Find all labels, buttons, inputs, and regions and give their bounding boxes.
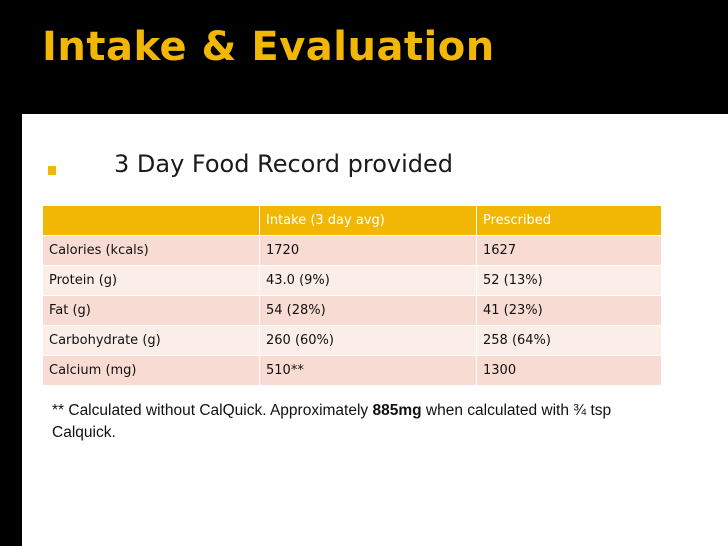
intake-value: 54 (28%) [259,295,477,326]
prescribed-value: 41 (23%) [476,295,662,326]
content-area: 3 Day Food Record provided Intake (3 day… [22,114,728,546]
prescribed-value: 258 (64%) [476,325,662,356]
footnote-bold-value: 885mg [372,402,422,419]
table-row: Calories (kcals) 1720 1627 [42,235,662,266]
header-cell: Intake (3 day avg) [259,205,477,236]
table-row: Calcium (mg) 510** 1300 [42,355,662,386]
prescribed-value: 1627 [476,235,662,266]
nutrition-table: Intake (3 day avg) Prescribed Calories (… [42,205,662,386]
table-header-row: Intake (3 day avg) Prescribed [42,205,662,236]
row-label: Calcium (mg) [42,355,260,386]
row-label: Fat (g) [42,295,260,326]
prescribed-value: 1300 [476,355,662,386]
bullet-square-icon [48,166,56,175]
table-row: Protein (g) 43.0 (9%) 52 (13%) [42,265,662,296]
slide-title: Intake & Evaluation [42,24,495,70]
header-cell: Prescribed [476,205,662,236]
row-label: Calories (kcals) [42,235,260,266]
footnote-text-start: ** Calculated without CalQuick. Approxim… [52,402,373,419]
table-row: Carbohydrate (g) 260 (60%) 258 (64%) [42,325,662,356]
footnote: ** Calculated without CalQuick. Approxim… [52,400,672,444]
header-cell [42,205,260,236]
prescribed-value: 52 (13%) [476,265,662,296]
row-label: Protein (g) [42,265,260,296]
footnote-text-end: when calculated with ¾ tsp Calquick. [52,402,612,441]
intake-value: 43.0 (9%) [259,265,477,296]
intake-value: 510** [259,355,477,386]
bullet-text: 3 Day Food Record provided [114,150,454,178]
table-row: Fat (g) 54 (28%) 41 (23%) [42,295,662,326]
intake-value: 260 (60%) [259,325,477,356]
row-label: Carbohydrate (g) [42,325,260,356]
intake-value: 1720 [259,235,477,266]
